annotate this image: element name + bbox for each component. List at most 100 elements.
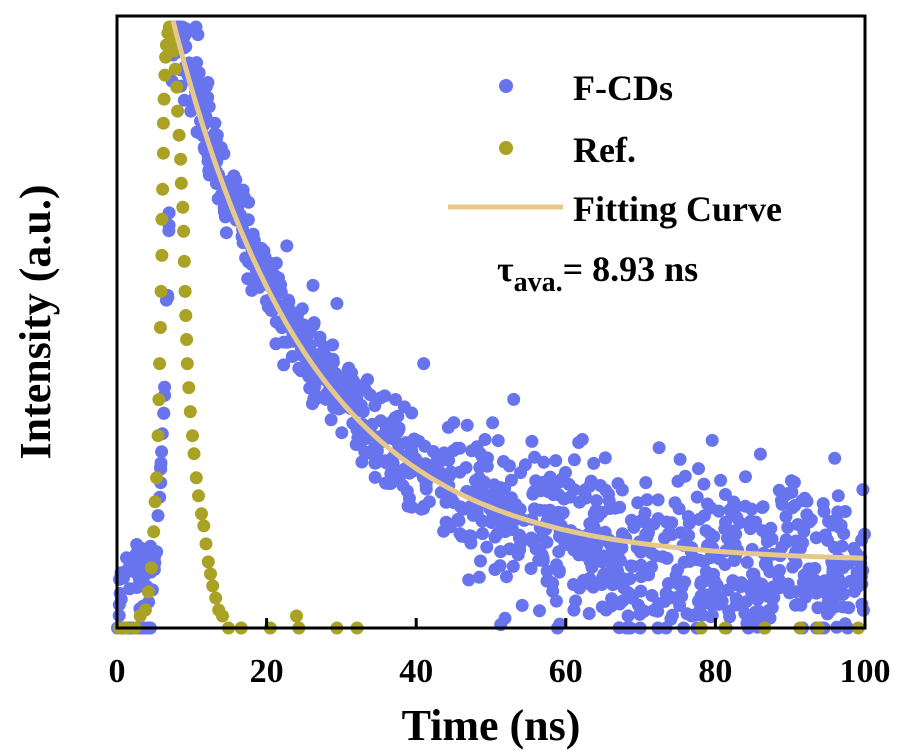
fcds-point xyxy=(583,571,596,585)
fcds-point xyxy=(491,434,505,448)
fcds-point xyxy=(625,591,639,605)
fcds-point xyxy=(784,474,798,488)
ref-point xyxy=(147,525,161,539)
fcds-point xyxy=(439,468,453,482)
fcds-point xyxy=(831,489,845,503)
ref-point xyxy=(290,609,303,623)
fcds-point xyxy=(155,445,169,459)
fcds-point xyxy=(326,352,340,366)
fcds-point xyxy=(651,512,665,526)
fcds-point xyxy=(151,509,165,523)
fcds-point xyxy=(370,456,383,470)
ref-point xyxy=(177,254,191,268)
fcds-point xyxy=(419,478,433,492)
fcds-point xyxy=(456,502,470,516)
fcds-point xyxy=(658,594,672,608)
fcds-point xyxy=(753,447,767,461)
fcds-point xyxy=(472,570,486,584)
legend: F-CDs Ref. Fitting Curve xyxy=(448,68,782,229)
fcds-point xyxy=(722,604,736,618)
fcds-point xyxy=(763,611,777,625)
fcds-point xyxy=(543,503,557,517)
fcds-point xyxy=(800,508,814,522)
ref-point xyxy=(172,128,186,142)
fcds-point xyxy=(317,340,331,354)
fcds-point xyxy=(451,512,465,526)
fcds-point xyxy=(789,535,803,548)
fcds-point xyxy=(745,502,758,516)
fcds-point xyxy=(756,524,770,538)
fcds-point xyxy=(701,572,715,586)
ref-point xyxy=(180,333,194,346)
fcds-point xyxy=(615,541,629,555)
fcds-point xyxy=(549,594,563,608)
fcds-point xyxy=(470,506,484,520)
fcds-point xyxy=(729,592,743,606)
fcds-point xyxy=(497,522,510,536)
fcds-point xyxy=(439,515,453,529)
fcds-point xyxy=(672,502,686,516)
fcds-point xyxy=(480,540,494,554)
ref-point xyxy=(156,146,170,160)
fcds-point xyxy=(785,501,799,515)
fcds-point xyxy=(809,586,823,600)
fcds-point xyxy=(765,601,779,615)
fcds-point xyxy=(546,584,560,598)
fcds-point xyxy=(201,76,215,89)
ref-point xyxy=(156,116,170,130)
fcds-point xyxy=(719,515,732,529)
fcds-point xyxy=(602,494,616,508)
fcds-point xyxy=(573,495,586,509)
fcds-point xyxy=(804,562,817,576)
fcds-point xyxy=(728,552,742,566)
fcds-point xyxy=(660,551,674,565)
fcds-point xyxy=(692,462,705,476)
fcds-point xyxy=(705,433,719,447)
fcds-point xyxy=(418,439,432,453)
fcds-point xyxy=(729,500,743,514)
fcds-point xyxy=(378,389,392,403)
ref-point xyxy=(197,519,211,533)
ref-point xyxy=(151,429,165,443)
fcds-point xyxy=(624,559,638,573)
fcds-point xyxy=(533,604,546,618)
fcds-point xyxy=(740,555,754,569)
fcds-point xyxy=(514,466,528,480)
fcds-point xyxy=(645,589,659,602)
plot-frame xyxy=(115,14,867,630)
tau-value: = 8.93 ns xyxy=(563,249,699,289)
fcds-point xyxy=(822,592,836,606)
fcds-point xyxy=(438,453,452,467)
fcds-point xyxy=(507,392,521,406)
fcds-point xyxy=(485,516,499,529)
fcds-point xyxy=(389,393,402,406)
tau-symbol: τ xyxy=(497,249,514,289)
fcds-point xyxy=(242,195,256,209)
fcds-point xyxy=(478,433,492,446)
fcds-point xyxy=(351,431,365,445)
fcds-point xyxy=(515,598,529,612)
ref-point xyxy=(178,284,192,298)
fcds-point xyxy=(605,553,619,567)
ref-point xyxy=(174,152,188,166)
legend-label-fcds: F-CDs xyxy=(573,68,673,108)
fcds-point xyxy=(831,571,845,585)
ref-point xyxy=(154,284,168,298)
fcds-point xyxy=(633,607,647,621)
fcds-point xyxy=(528,450,542,464)
fcds-point xyxy=(644,546,658,560)
fcds-point xyxy=(247,234,261,247)
fcds-point xyxy=(474,447,487,461)
fcds-point xyxy=(353,403,367,417)
fcds-point xyxy=(557,492,571,506)
tau-subscript: ava. xyxy=(514,267,563,298)
ref-point xyxy=(138,603,152,617)
legend-marker-ref xyxy=(499,141,513,155)
fcds-point xyxy=(500,570,513,584)
x-ticks: 0 20 40 60 80 100 xyxy=(109,618,891,690)
ref-point xyxy=(153,357,167,371)
ref-point xyxy=(195,507,208,521)
ref-point xyxy=(141,585,155,599)
fcds-point xyxy=(386,419,400,433)
